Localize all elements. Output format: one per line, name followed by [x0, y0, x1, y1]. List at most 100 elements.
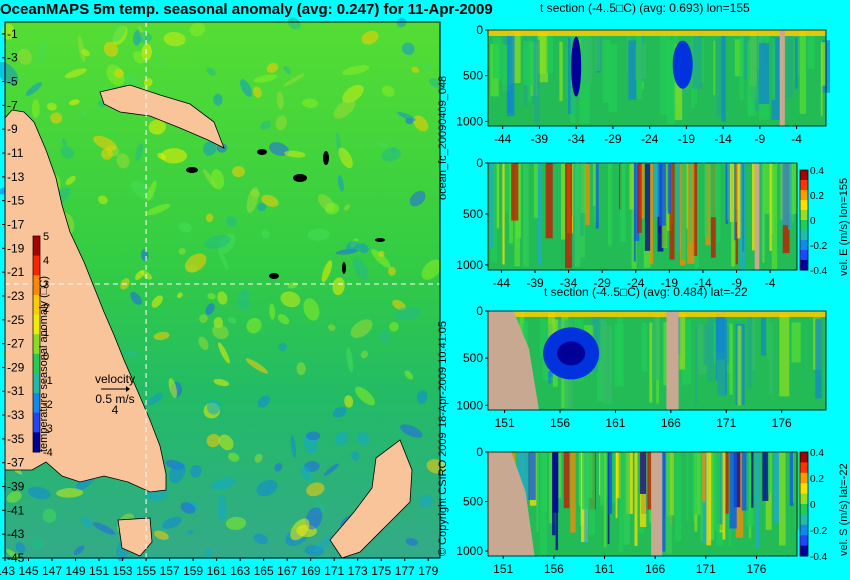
- section2-stripe: [789, 163, 797, 214]
- map-y-tick-label: -25: [7, 313, 25, 327]
- anomaly-blob: [213, 93, 223, 106]
- anomaly-blob: [306, 431, 321, 441]
- section4-colorbar-segment: [800, 452, 808, 463]
- anomaly-blob: [333, 98, 356, 119]
- anomaly-blob: [344, 204, 350, 211]
- map-title: OceanMAPS 5m temp. seasonal anomaly (avg…: [0, 1, 493, 18]
- section1-y-tick-label: 1000: [456, 114, 483, 128]
- anomaly-blob: [37, 40, 46, 67]
- anomaly-blob: [253, 74, 278, 83]
- anomaly-blob: [226, 215, 237, 228]
- anomaly-blob: [206, 433, 221, 448]
- map-colorbar-segment: [33, 432, 40, 453]
- anomaly-blob: [189, 22, 205, 37]
- section2-colorbar-segment: [800, 260, 808, 271]
- map-y-tick-label: -43: [7, 527, 25, 541]
- section2-stripe: [709, 163, 718, 218]
- map-y-tick-label: -35: [7, 432, 25, 446]
- section3-stripe: [747, 314, 753, 389]
- section2-x-tick-label: -4: [765, 276, 776, 290]
- section2-y-tick-label: 500: [463, 207, 483, 221]
- section2-x-tick-label: -44: [493, 276, 511, 290]
- map-x-tick-label: 167: [277, 564, 297, 578]
- section2-stripe: [489, 163, 494, 248]
- anomaly-blob: [98, 195, 108, 205]
- anomaly-blob: [160, 148, 187, 164]
- section4-stripe: [600, 452, 608, 502]
- section3-stripe: [768, 322, 773, 394]
- anomaly-blob: [73, 545, 85, 556]
- section1-stripe: [734, 39, 743, 77]
- map-x-tick-label: 163: [230, 564, 250, 578]
- anomaly-blob: [283, 65, 291, 75]
- anomaly-blob: [275, 115, 288, 131]
- anomaly-blob: [122, 350, 140, 358]
- anomaly-blob: [218, 249, 229, 271]
- section2-stripe: [644, 163, 651, 251]
- anomaly-blob: [25, 82, 43, 96]
- anomaly-blob: [337, 175, 344, 192]
- section3-x-tick-label: 171: [716, 416, 736, 430]
- anomaly-blob: [290, 434, 297, 459]
- section4-stripe: [669, 452, 675, 516]
- section4-stripe: [647, 452, 652, 510]
- anomaly-blob: [355, 386, 376, 406]
- anomaly-blob: [218, 434, 234, 451]
- anomaly-blob: [306, 482, 325, 497]
- anomaly-blob: [351, 451, 360, 461]
- section4-stripe: [665, 452, 672, 555]
- australia-landmass: [4, 109, 167, 493]
- anomaly-blob: [204, 234, 231, 249]
- section4-y-tick-label: 0: [476, 445, 483, 459]
- section2-colorbar-tick-label: 0.2: [810, 191, 824, 202]
- anomaly-blob: [178, 222, 192, 233]
- section1-stripe: [510, 30, 521, 84]
- anomaly-blob: [199, 314, 208, 323]
- section2-colorbar-segment: [800, 240, 808, 251]
- anomaly-blob: [46, 102, 57, 111]
- anomaly-blob: [246, 317, 262, 334]
- section1-x-tick-label: -9: [755, 132, 766, 146]
- copyright-label: © Copyright CSIRO 2009: [437, 432, 449, 556]
- map-colorbar-tick-label: -1: [43, 375, 53, 387]
- section1-stripe: [820, 42, 827, 86]
- section2-frame: [487, 162, 798, 271]
- section1-stripe: [795, 37, 798, 89]
- anomaly-blob: [301, 98, 319, 108]
- anomaly-blob: [211, 169, 225, 190]
- anomaly-blob: [237, 288, 250, 311]
- section4-colorbar-segment: [800, 524, 808, 536]
- section2-colorbar-segment: [800, 250, 808, 261]
- anomaly-blob: [404, 370, 414, 380]
- map-colorbar-label: temperature seasonal anomaly (□C): [38, 276, 50, 452]
- section2-x-tick-label: -39: [526, 276, 544, 290]
- section3-stripe: [663, 322, 670, 386]
- section4-colorbar-frame: [799, 451, 809, 557]
- map-y-tick-label: -7: [7, 98, 18, 112]
- section2-colorbar-segment: [800, 210, 808, 221]
- section3-stripe: [752, 317, 756, 371]
- section3-y-tick-label: 1000: [456, 398, 483, 412]
- vel-e-colorbar-label: vel. E (m/s) lon=155: [838, 177, 850, 276]
- anomaly-blob: [203, 141, 217, 156]
- anomaly-blob: [169, 462, 186, 484]
- section1-stripe: [716, 38, 722, 117]
- map-x-tick-label: 157: [160, 564, 180, 578]
- section2-panel: -44 -39 -34 -29 -24 -19 -14 -9 -4 0 500 1000 0.4 0.2 0…: [456, 156, 827, 290]
- anomaly-blob: [213, 378, 230, 387]
- map-colorbar-segment: [33, 294, 40, 316]
- section2-stripe: [537, 163, 542, 266]
- map-y-tick-label: -3: [7, 51, 18, 65]
- island: [323, 151, 329, 165]
- section1-stripe: [799, 30, 806, 114]
- map-colorbar-tick-label: 5: [43, 231, 49, 243]
- section2-stripe: [607, 163, 613, 247]
- section3-stripe: [737, 325, 742, 406]
- anomaly-blob: [217, 342, 230, 364]
- section4-stripe: [528, 452, 536, 500]
- section1-stripe: [602, 39, 611, 104]
- map-y-tick-label: -45: [7, 551, 25, 565]
- section4-stripe: [618, 452, 624, 553]
- section1-stripe: [537, 32, 546, 74]
- new-zealand-landmass: [329, 439, 413, 559]
